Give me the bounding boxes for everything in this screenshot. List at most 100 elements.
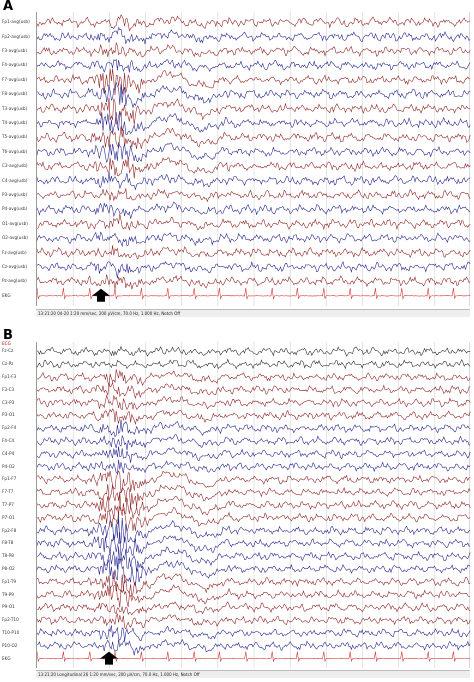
up-arrow-icon [100,651,118,665]
channel-label: F4-C4 [2,438,15,443]
channel-label: T5-avg(usb) [2,134,28,140]
eeg-trace [37,231,471,248]
eeg-trace [37,381,471,399]
ekg-trace [37,651,471,663]
channel-label: Fp1-avg(usb) [2,19,30,25]
channel-label: C4-P4 [2,450,15,456]
channel-label: C3-avg(usb) [2,163,28,169]
eeg-trace [37,394,471,411]
channel-label: P3-O1 [2,412,15,418]
channel-label: T9-P9 [2,591,14,597]
channel-label: F3-C3 [2,386,15,392]
panel-a-letter: A [3,0,14,14]
eeg-trace [37,126,471,149]
channel-label: T10-P10 [2,630,20,635]
trace-area-a [36,12,471,306]
channel-label: F7-avg(usb) [2,76,28,82]
channel-label: T6-avg(usb) [2,148,28,154]
panel-b-letter: B [3,328,13,343]
eeg-trace [37,245,471,260]
eeg-trace [37,558,471,587]
eeg-trace [37,470,471,494]
eeg-trace [37,58,471,73]
eeg-trace [37,97,471,125]
eeg-trace [37,571,471,597]
eeg-trace [37,68,471,96]
eeg-trace [37,274,471,290]
eeg-trace [37,26,471,45]
channel-label: Fp2-F8 [2,527,17,533]
eeg-trace [37,446,471,463]
eeg-trace [37,369,471,386]
eeg-trace [37,459,471,475]
eeg-trace [37,408,471,425]
channel-label: F7-T7 [2,489,14,495]
ekg-trace [37,287,471,300]
channel-label: Fz-avg(usb) [2,249,27,255]
channel-label: Fp1-F7 [2,476,17,482]
status-bar-b: 13:21:20 Longitudinal 26 1:20 mm/sec, 20… [36,670,470,678]
eeg-traces-a [37,12,471,306]
trace-area-b [36,342,471,668]
channel-label: T8-P8 [2,553,14,559]
eeg-trace [37,157,471,179]
eeg-trace [37,601,471,616]
channel-label: EKG [2,292,11,298]
channel-label: Fp1-T9 [2,578,17,584]
channel-label: P10-O2 [2,642,18,648]
panel-a: A Fp1-avg(usb) Fp2-avg(usb) F3-avg(usb) F4-… [0,0,474,318]
eeg-trace [37,434,471,451]
channel-label: P4-avg(usb) [2,206,28,212]
eeg-trace [37,613,471,630]
eeg-trace [37,345,471,357]
channel-label: Cz-avg(usb) [2,264,28,269]
channel-label: EKG [2,655,11,661]
eeg-traces-b [37,342,471,668]
eeg-trace [37,515,471,545]
eeg-trace [37,546,471,572]
channel-label: O1-avg(usb) [2,220,28,226]
up-arrow-icon [92,288,110,302]
channel-label: P3-avg(usb) [2,192,28,197]
eeg-trace [37,638,471,656]
status-bar-a: 13:21:20 04-20 1:20 mm/sec, 200 µV/cm, 7… [36,309,470,317]
channel-label: F3-avg(usb) [2,48,28,53]
eeg-trace [37,213,471,231]
eeg-trace [37,358,471,370]
channel-label: Fz-Cz [2,348,14,354]
panel-b: B ECG Fz-Cz Cz-Pz Fp1-F3 F3-C3 C3-P3 P3-O1 Fp2… [0,328,474,682]
eeg-trace [37,14,471,32]
channel-label: Fp2-T10 [2,617,19,623]
channel-label: F8-avg(usb) [2,91,28,97]
eeg-trace [37,503,471,532]
channel-label: T3-avg(usb) [2,105,28,111]
channel-label: P4-O2 [2,463,15,469]
channel-label: Fp2-avg(usb) [2,33,30,39]
channel-label: C3-P3 [2,399,15,405]
eeg-trace [37,484,471,509]
channel-label: Cz-Pz [2,361,14,367]
channel-label: T7-P7 [2,502,14,507]
channel-label: Pz-avg(usb) [2,278,27,284]
channel-label: F4-avg(usb) [2,62,28,68]
eeg-trace [37,142,471,164]
eeg-trace [37,81,471,109]
eeg-trace [37,492,471,519]
eeg-trace [37,625,471,642]
eeg-trace [37,111,471,135]
channel-label: O2-avg(usb) [2,235,28,241]
channel-label: Fp2-F4 [2,425,17,431]
eeg-trace [37,172,471,190]
channel-label: P9-O1 [2,604,15,610]
eeg-trace [37,419,471,438]
channel-label: P7-O1 [2,514,15,520]
ecg-marker-label: ECG [2,341,11,346]
eeg-trace [37,201,471,219]
channel-label: Fp1-F3 [2,374,17,379]
eeg-trace [37,188,471,203]
eeg-trace [37,581,471,608]
eeg-trace [37,260,471,279]
channel-label: F8-T8 [2,540,14,546]
channel-label: C4-avg(usb) [2,177,28,183]
channel-label: T4-avg(usb) [2,120,28,125]
